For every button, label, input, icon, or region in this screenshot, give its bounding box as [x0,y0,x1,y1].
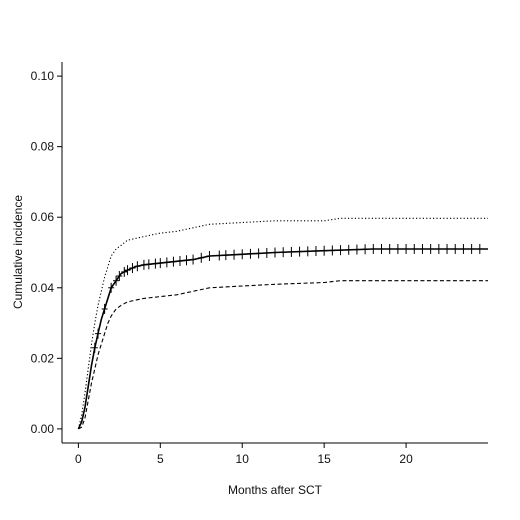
censor-mark [304,246,311,257]
censor-mark [124,265,131,276]
censor-mark [95,328,102,339]
censor-mark [370,243,377,254]
censor-mark [129,263,136,274]
censor-mark [222,250,229,261]
censor-mark [288,246,295,257]
censor-mark [206,251,213,262]
censor-mark [145,259,152,270]
censor-mark [386,243,393,254]
y-tick-label: 0.04 [31,281,55,295]
censor-mark [468,243,475,254]
x-tick-label: 10 [236,452,250,466]
censor-mark [378,243,385,254]
y-tick-label: 0.00 [31,422,55,436]
censor-mark [216,250,223,261]
censor-mark [134,261,141,272]
censor-mark [452,243,459,254]
y-tick-label: 0.02 [31,351,55,365]
dotted-curve [77,217,488,430]
x-tick-label: 0 [75,452,82,466]
censor-mark [239,249,246,260]
censor-mark [296,246,303,257]
censor-mark [272,247,278,258]
censor-mark [460,243,467,254]
censor-mark [170,256,177,267]
censor-mark [247,248,254,259]
censor-mark [411,243,418,254]
censor-mark [140,259,147,270]
censor-mark [113,275,120,286]
censor-mark [116,271,123,282]
censor-mark [198,252,205,263]
censor-mark [353,244,360,255]
solid-curve [77,248,488,430]
x-axis-title: Months after SCT [228,483,323,497]
censor-mark [280,247,287,258]
dashed-curve [78,280,488,430]
y-tick-label: 0.08 [31,140,55,154]
censor-mark [255,248,262,259]
censor-mark [163,257,170,268]
x-tick-label: 15 [317,452,331,466]
censor-mark [427,243,434,254]
censor-mark [419,243,426,254]
censor-mark [394,243,401,254]
censor-mark [337,245,344,256]
censor-mark [121,266,128,277]
censor-mark [91,342,98,353]
censor-mark [190,254,197,265]
censor-mark [152,258,159,269]
censor-mark [345,244,352,255]
censor-marks [91,243,483,353]
censor-mark [263,247,270,258]
axes: 0.00 0.02 0.04 0.06 0.08 0.10 0 5 10 15 20 [31,62,488,466]
censor-mark [362,244,369,255]
y-axis-title: Cumulative incidence [11,195,25,309]
censor-mark [476,243,483,254]
censor-mark [101,303,108,314]
censor-mark [108,282,115,293]
x-tick-label: 20 [399,452,413,466]
y-tick-label: 0.06 [31,210,55,224]
censor-mark [403,243,410,254]
censor-mark [176,255,183,266]
censor-mark [444,243,451,254]
censor-mark [435,243,442,254]
censor-mark [231,249,238,260]
censor-mark [312,246,319,257]
censor-mark [321,245,328,256]
y-tick-label: 0.10 [31,69,55,83]
censor-mark [157,258,164,269]
x-tick-label: 5 [157,452,164,466]
censor-mark [329,245,336,256]
censor-mark [183,255,190,266]
